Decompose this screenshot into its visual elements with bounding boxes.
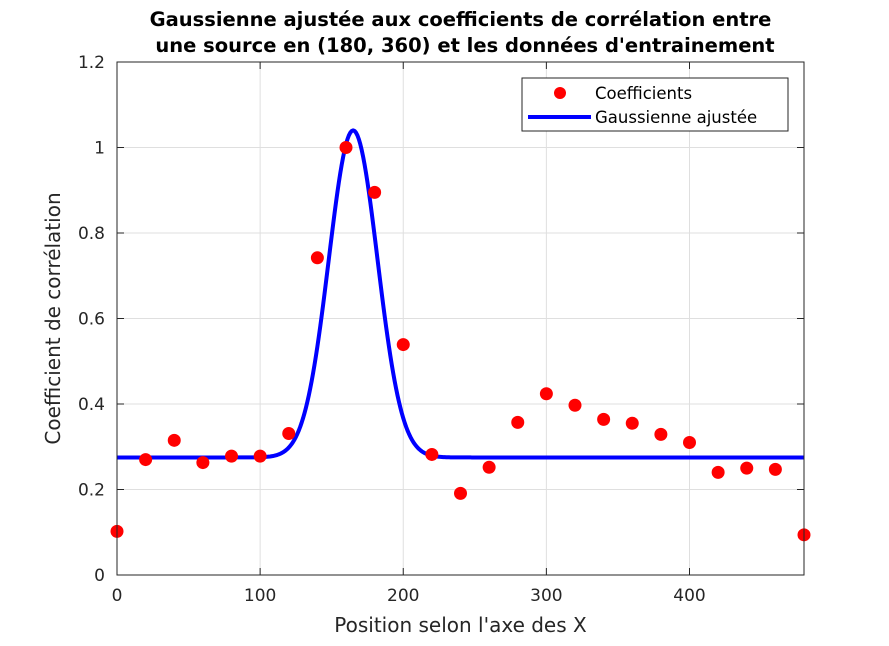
- legend-label-gaussienne: Gaussienne ajustée: [595, 108, 757, 127]
- data-point: [625, 416, 639, 430]
- tick-labels: 0 100 200 300 400 0 0.2 0.4 0.6 0.8 1 1.2: [78, 53, 706, 606]
- y-tick-label: 1: [94, 139, 105, 159]
- data-point: [253, 449, 267, 463]
- x-tick-label: 400: [673, 586, 705, 606]
- chart-title-line-1: Gaussienne ajustée aux coefficients de c…: [150, 8, 772, 31]
- chart-title-line-2: une source en (180, 360) et les données …: [155, 34, 774, 57]
- data-point: [654, 427, 668, 441]
- data-point: [454, 486, 467, 500]
- legend-label-coefficients: Coefficients: [595, 84, 692, 103]
- data-point: [282, 426, 296, 440]
- x-tick-label: 300: [530, 586, 562, 606]
- data-point: [339, 141, 353, 154]
- y-tick-label: 0.8: [78, 224, 105, 244]
- grid: [116, 61, 804, 576]
- data-point: [568, 398, 582, 412]
- x-tick-label: 200: [387, 586, 419, 606]
- data-point: [511, 415, 525, 429]
- legend-marker-coefficients: [554, 87, 566, 99]
- data-point: [425, 447, 439, 461]
- data-point: [768, 462, 782, 476]
- y-tick-label: 0.2: [78, 481, 105, 501]
- data-point: [167, 433, 181, 447]
- series-coefficients: [110, 141, 811, 542]
- y-tick-label: 1.2: [78, 53, 105, 73]
- data-point: [740, 461, 754, 475]
- x-tick-label: 100: [244, 586, 276, 606]
- legend: Coefficients Gaussienne ajustée: [521, 77, 789, 132]
- data-point: [539, 387, 553, 401]
- data-point: [225, 449, 238, 463]
- data-point: [683, 435, 696, 449]
- y-tick-label: 0.4: [78, 395, 105, 415]
- data-point: [368, 185, 382, 199]
- x-tick-label: 0: [112, 586, 123, 606]
- y-axis-label: Coefficient de corrélation: [41, 192, 65, 444]
- x-axis-label: Position selon l'axe des X: [334, 613, 587, 637]
- data-point: [396, 338, 410, 352]
- data-point: [482, 460, 496, 474]
- y-tick-label: 0.6: [78, 310, 105, 330]
- plot-frame: [116, 61, 805, 576]
- data-point: [139, 453, 153, 467]
- data-point: [597, 412, 611, 426]
- data-point: [196, 456, 210, 470]
- y-tick-label: 0: [94, 566, 105, 586]
- data-point: [711, 465, 725, 479]
- data-point: [310, 251, 324, 265]
- legend-box: [521, 77, 789, 132]
